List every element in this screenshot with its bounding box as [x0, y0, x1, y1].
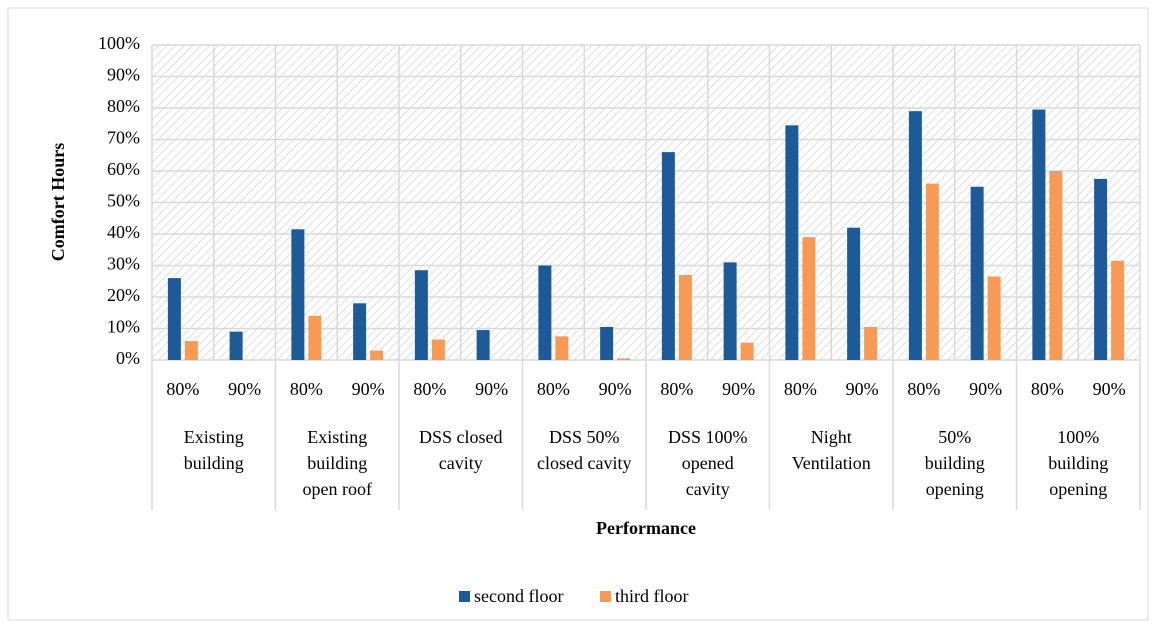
bar [740, 342, 754, 360]
y-axis-label: Comfort Hours [48, 143, 68, 261]
x-tick-label: 80% [537, 379, 570, 399]
x-tick-label: 90% [475, 379, 508, 399]
bar [353, 303, 367, 360]
y-tick-label: 100% [98, 33, 140, 53]
bar [847, 227, 861, 360]
bar [1032, 109, 1046, 360]
y-tick-label: 40% [107, 222, 140, 242]
bar [476, 330, 490, 360]
legend-label: third floor [615, 586, 689, 606]
x-tick-label: 80% [907, 379, 940, 399]
bar [184, 341, 198, 360]
bar [229, 331, 243, 360]
x-tick-label: 90% [969, 379, 1002, 399]
y-tick-label: 10% [107, 317, 140, 337]
x-tick-label: 80% [166, 379, 199, 399]
bar [600, 326, 614, 360]
bar [370, 350, 384, 360]
bar [1049, 171, 1063, 360]
group-label: DSS 100% opened cavity [667, 427, 748, 499]
y-tick-label: 80% [107, 96, 140, 116]
legend-label: second floor [474, 586, 563, 606]
bar [970, 186, 984, 360]
bar [908, 111, 922, 361]
x-tick-label: 90% [228, 379, 261, 399]
bar [678, 274, 692, 360]
bar [987, 276, 1001, 360]
x-axis-label: Performance [596, 518, 696, 538]
bar [785, 125, 799, 360]
group-label: Existing building open roof [302, 427, 372, 499]
x-tick-label: 90% [599, 379, 632, 399]
bar [802, 237, 816, 360]
bar [291, 229, 305, 360]
y-tick-label: 0% [116, 348, 140, 368]
y-tick-label: 20% [107, 285, 140, 305]
bar [167, 278, 181, 360]
bar [661, 152, 675, 360]
group-label: DSS closed cavity [418, 427, 503, 473]
chart-border [7, 7, 1149, 621]
group-label: 100% building opening [1048, 427, 1109, 499]
x-tick-label: 80% [1031, 379, 1064, 399]
group-label: DSS 50% closed cavity [537, 427, 632, 473]
bar [1111, 260, 1125, 360]
bar [864, 326, 878, 360]
group-label: Night Ventilation [791, 427, 871, 473]
bar [925, 183, 939, 360]
x-tick-label: 90% [722, 379, 755, 399]
bar [723, 262, 737, 360]
y-tick-label: 90% [107, 65, 140, 85]
bar [308, 315, 322, 360]
x-tick-label: 80% [413, 379, 446, 399]
bar [617, 358, 631, 360]
bar [431, 339, 445, 360]
x-tick-label: 90% [1093, 379, 1126, 399]
x-tick-label: 80% [660, 379, 693, 399]
x-tick-label: 90% [352, 379, 385, 399]
legend-swatch [459, 591, 470, 602]
y-tick-label: 60% [107, 159, 140, 179]
bar [414, 270, 428, 360]
y-tick-label: 30% [107, 254, 140, 274]
x-tick-label: 90% [846, 379, 879, 399]
bar [538, 265, 552, 360]
group-label: 50% building opening [924, 427, 985, 499]
group-label: Existing building [183, 427, 244, 473]
y-tick-label: 50% [107, 191, 140, 211]
y-tick-label: 70% [107, 128, 140, 148]
legend-swatch [600, 591, 611, 602]
bar [1094, 178, 1108, 360]
bar [555, 336, 569, 360]
x-tick-label: 80% [290, 379, 323, 399]
x-tick-label: 80% [784, 379, 817, 399]
